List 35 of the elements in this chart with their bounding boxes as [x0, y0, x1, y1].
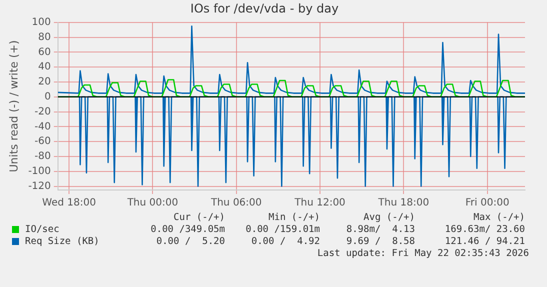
y-tick-label: -120 — [28, 180, 51, 192]
y-tick-label: 20 — [38, 76, 51, 88]
text: 9.69 / 8.58 — [345, 236, 415, 247]
text: 0.00 /159.01m — [244, 224, 320, 235]
x-tick-label: Thu 12:00 — [294, 198, 346, 209]
x-tick-label: Wed 18:00 — [42, 198, 96, 209]
y-tick-label: 0 — [44, 91, 51, 102]
y-tick-label: -20 — [34, 106, 51, 118]
chart-title: IOs for /dev/vda - by day — [190, 1, 339, 16]
y-axis-title: Units read (-) / write (+) — [7, 40, 20, 172]
y-tick-label: 100 — [32, 16, 51, 28]
x-tick-label: Fri 00:00 — [465, 198, 510, 209]
text: Last update: Fri May 22 02:35:43 2026 — [316, 248, 529, 259]
text: Cur (-/+) — [172, 212, 225, 223]
y-tick-label: -60 — [34, 136, 51, 148]
y-tick-label: -40 — [34, 121, 51, 132]
text: 169.63m/ 23.60 — [444, 224, 525, 235]
text: 0.00 / 4.92 — [250, 236, 320, 247]
legend-label: IO/sec — [24, 224, 60, 235]
legend-label: Req Size (KB) — [24, 236, 100, 247]
text: Min (-/+) — [268, 212, 320, 223]
text: 8.98m/ 4.13 — [345, 224, 415, 235]
text: Max (-/+) — [472, 212, 525, 223]
text: Avg (-/+) — [362, 212, 415, 223]
y-tick-label: -100 — [28, 166, 51, 177]
y-tick-label: 40 — [38, 62, 51, 73]
text: 0.00 / 5.20 — [155, 236, 225, 247]
text: 121.46 / 94.21 — [444, 236, 525, 247]
y-tick-label: 80 — [38, 32, 51, 43]
x-tick-label: Thu 18:00 — [377, 198, 430, 209]
y-tick-label: 60 — [38, 46, 51, 58]
text: 0.00 /349.05m — [150, 224, 225, 235]
x-tick-label: Thu 00:00 — [126, 198, 178, 209]
x-tick-label: Thu 06:00 — [210, 198, 262, 209]
y-tick-label: -80 — [34, 151, 51, 162]
